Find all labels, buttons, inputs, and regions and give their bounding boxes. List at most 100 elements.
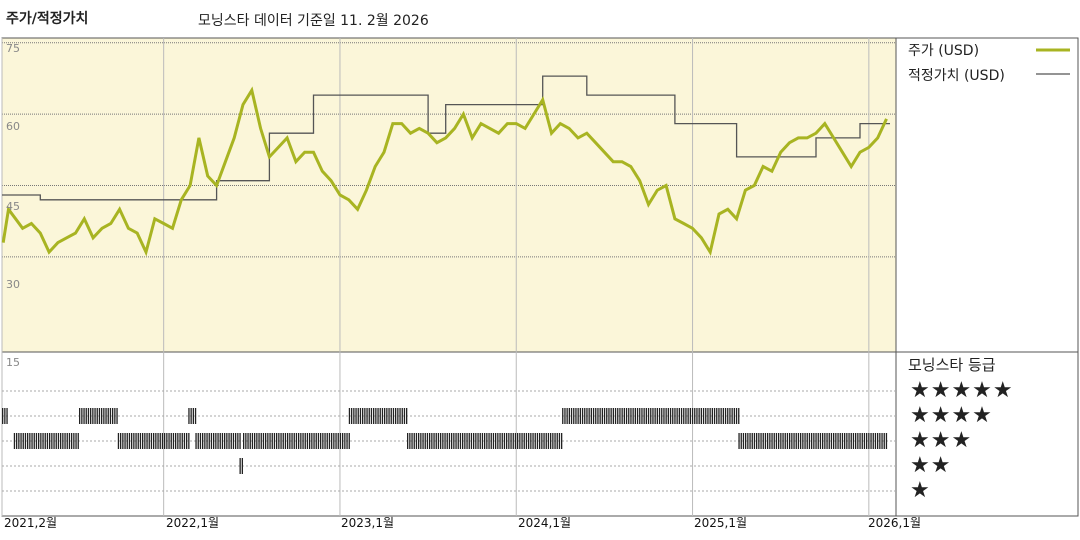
rating-tick bbox=[64, 433, 66, 449]
rating-tick bbox=[536, 433, 539, 449]
rating-tick bbox=[35, 433, 38, 449]
rating-bars bbox=[2, 408, 888, 474]
rating-tick bbox=[265, 433, 267, 449]
rating-tick bbox=[386, 408, 388, 424]
rating-tick bbox=[665, 408, 667, 424]
rating-tick bbox=[863, 433, 866, 449]
rating-tick bbox=[625, 408, 628, 424]
rating-tick bbox=[848, 433, 850, 449]
rating-tick bbox=[481, 433, 484, 449]
rating-tick bbox=[168, 433, 170, 449]
rating-tick bbox=[326, 433, 328, 449]
chart-title: 주가/적정가치 bbox=[6, 11, 89, 27]
rating-tick bbox=[667, 408, 669, 424]
rating-tick bbox=[282, 433, 284, 449]
rating-tick bbox=[415, 433, 418, 449]
rating-tick bbox=[528, 433, 530, 449]
rating-tick bbox=[60, 433, 62, 449]
rating-tick bbox=[446, 433, 448, 449]
rating-tick bbox=[164, 433, 166, 449]
rating-tick bbox=[811, 433, 813, 449]
rating-tick bbox=[57, 433, 60, 449]
rating-tick bbox=[66, 433, 68, 449]
rating-tick bbox=[208, 433, 210, 449]
rating-tick bbox=[217, 433, 219, 449]
rating-tick bbox=[51, 433, 53, 449]
rating-tick bbox=[477, 433, 479, 449]
rating-tick bbox=[475, 433, 477, 449]
rating-tick bbox=[133, 433, 135, 449]
rating-tick bbox=[764, 433, 767, 449]
rating-tick bbox=[172, 433, 175, 449]
rating-tick bbox=[155, 433, 157, 449]
rating-tick bbox=[381, 408, 384, 424]
rating-tick bbox=[523, 433, 525, 449]
rating-tick bbox=[429, 433, 431, 449]
rating-tick bbox=[634, 408, 636, 424]
rating-tick bbox=[722, 408, 724, 424]
rating-tick bbox=[335, 433, 337, 449]
rating-tick bbox=[161, 433, 164, 449]
rating-tick bbox=[241, 458, 243, 474]
rating-tick bbox=[448, 433, 451, 449]
rating-tick bbox=[219, 433, 221, 449]
rating-tick bbox=[126, 433, 128, 449]
rating-tick bbox=[815, 433, 817, 449]
rating-tick bbox=[150, 433, 153, 449]
rating-tick bbox=[650, 408, 652, 424]
rating-tick bbox=[789, 433, 791, 449]
x-tick-2026-01: 2026,1월 bbox=[868, 516, 922, 530]
rating-tick bbox=[879, 433, 881, 449]
rating-tick bbox=[833, 433, 835, 449]
rating-tick bbox=[453, 433, 455, 449]
rating-tick bbox=[96, 408, 98, 424]
rating-tick bbox=[877, 433, 879, 449]
rating-tick bbox=[775, 433, 778, 449]
legend-price-label: 주가 (USD) bbox=[908, 43, 980, 59]
rating-tick bbox=[260, 433, 262, 449]
rating-tick bbox=[153, 433, 155, 449]
rating-tick bbox=[623, 408, 625, 424]
rating-tick bbox=[269, 433, 271, 449]
rating-tick bbox=[357, 408, 359, 424]
rating-tick bbox=[797, 433, 800, 449]
y-tick-30: 30 bbox=[6, 278, 20, 291]
rating-tick bbox=[636, 408, 639, 424]
rating-tick bbox=[293, 433, 295, 449]
rating-tick bbox=[390, 408, 392, 424]
rating-tick bbox=[291, 433, 293, 449]
rating-tick bbox=[331, 433, 333, 449]
rating-tick bbox=[348, 433, 350, 449]
rating-tick bbox=[525, 433, 528, 449]
rating-tick bbox=[749, 433, 751, 449]
rating-tick bbox=[707, 408, 709, 424]
rating-tick bbox=[179, 433, 181, 449]
rating-tick bbox=[237, 433, 239, 449]
rating-tick bbox=[278, 433, 280, 449]
rating-tick bbox=[177, 433, 179, 449]
rating-tick bbox=[315, 433, 317, 449]
rating-tick bbox=[311, 433, 313, 449]
rating-tick bbox=[709, 408, 711, 424]
rating-tick bbox=[455, 433, 457, 449]
rating-tick bbox=[401, 408, 403, 424]
rating-tick bbox=[135, 433, 137, 449]
rating-tick bbox=[855, 433, 857, 449]
rating-tick bbox=[377, 408, 379, 424]
rating-tick bbox=[457, 433, 459, 449]
rating-tick bbox=[773, 433, 775, 449]
rating-tick bbox=[645, 408, 647, 424]
x-tick-2021-02: 2021,2월 bbox=[4, 516, 58, 530]
rating-tick bbox=[68, 433, 71, 449]
rating-1-star: ★ bbox=[910, 478, 931, 503]
rating-5-stars: ★★★★★ bbox=[910, 378, 1014, 403]
rating-tick bbox=[661, 408, 663, 424]
rating-tick bbox=[462, 433, 464, 449]
legend-fair-label: 적정가치 (USD) bbox=[908, 68, 1005, 84]
rating-tick bbox=[353, 408, 355, 424]
rating-tick bbox=[830, 433, 833, 449]
rating-tick bbox=[683, 408, 685, 424]
rating-tick bbox=[137, 433, 139, 449]
rating-tick bbox=[543, 433, 545, 449]
rating-tick bbox=[784, 433, 786, 449]
